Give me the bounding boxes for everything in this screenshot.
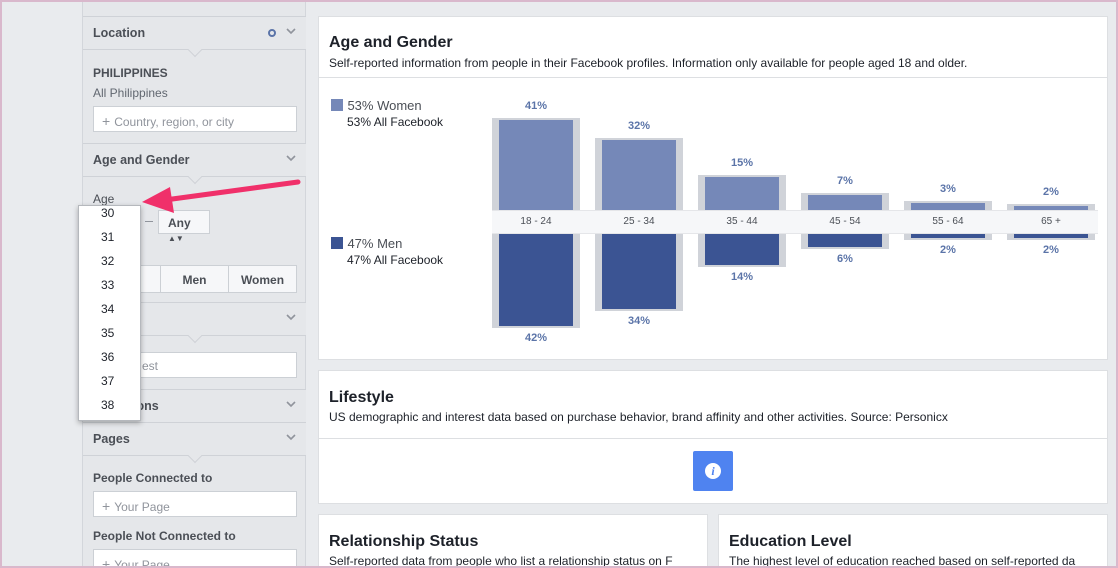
age-gender-header-label: Age and Gender (93, 153, 190, 167)
education-title: Education Level (729, 533, 852, 550)
gender-men-button[interactable]: Men (160, 265, 229, 293)
chevron-down-icon (286, 314, 296, 321)
age-option[interactable]: 34 (101, 302, 115, 316)
men-bar[interactable] (602, 234, 676, 309)
men-bar[interactable] (1014, 234, 1088, 239)
age-gender-chart: 41% 42% 18 - 24 32% 34% 25 - 34 15% 14% 35 - 44 7… (319, 17, 1107, 359)
women-pct-label: 2% (1043, 185, 1059, 198)
women-legend: 53% Women (331, 97, 422, 115)
age-option[interactable]: 37 (101, 374, 115, 388)
relationship-panel: Relationship Status Self-reported data f… (318, 514, 708, 568)
location-input[interactable]: + Country, region, or city (93, 106, 297, 132)
women-bar[interactable] (808, 194, 882, 210)
men-pct-label: 2% (940, 244, 956, 257)
women-bar[interactable] (705, 177, 779, 210)
lifestyle-panel: Lifestyle US demographic and interest da… (318, 370, 1108, 504)
women-pct-label: 41% (524, 99, 548, 112)
age-option[interactable]: 33 (101, 278, 115, 292)
relationship-title: Relationship Status (329, 533, 479, 550)
age-option[interactable]: 35 (101, 326, 115, 340)
age-option[interactable]: 31 (101, 230, 115, 244)
plus-icon: + (102, 498, 111, 514)
age-option[interactable]: 30 (101, 206, 115, 220)
location-scope: All Philippines (93, 86, 168, 100)
age-range-label: 18 - 24 (520, 216, 552, 227)
annotation-arrow (142, 179, 301, 213)
women-bar[interactable] (499, 119, 573, 210)
men-bar[interactable] (808, 234, 882, 248)
location-dot-icon (268, 29, 276, 37)
age-axis-band (492, 210, 1098, 234)
chevron-down-icon (286, 28, 296, 35)
plus-icon: + (102, 556, 111, 568)
women-swatch (331, 99, 343, 111)
people-not-connected-input[interactable]: + Your Page (93, 549, 297, 568)
age-gender-panel: Age and Gender Self-reported information… (318, 16, 1108, 360)
gender-women-button[interactable]: Women (228, 265, 297, 293)
men-pct-label: 2% (1043, 244, 1059, 257)
location-country: PHILIPPINES (93, 66, 168, 80)
age-range-label: 65 + (1041, 216, 1061, 227)
men-bar[interactable] (499, 234, 573, 327)
women-pct-label: 3% (940, 183, 956, 196)
pages-header-label: Pages (93, 432, 130, 446)
age-gender-description: Self-reported information from people in… (329, 56, 968, 70)
men-pct-label: 14% (730, 270, 754, 283)
chevron-down-icon (286, 434, 296, 441)
women-bar[interactable] (602, 139, 676, 210)
pages-section-header[interactable]: Pages (83, 422, 306, 464)
education-panel: Education Level The highest level of edu… (718, 514, 1108, 568)
age-dropdown-list: 30 31 32 33 34 35 36 37 38 (78, 205, 141, 421)
lifestyle-title: Lifestyle (329, 389, 394, 406)
men-sub: 47% All Facebook (347, 253, 444, 267)
chevron-down-icon (286, 401, 296, 408)
age-option[interactable]: 36 (101, 350, 115, 364)
panel-divider (319, 77, 1107, 78)
info-button[interactable]: i (693, 451, 733, 491)
audience-sidebar: Location PHILIPPINES All Philippines + Co… (82, 0, 306, 568)
age-range-label: 25 - 34 (623, 216, 655, 227)
age-option[interactable]: 32 (101, 254, 115, 268)
select-arrows-icon: ▲▼ (168, 234, 184, 243)
education-description: The highest level of education reached b… (729, 554, 1076, 568)
men-pct-label: 6% (837, 253, 853, 266)
age-to-select[interactable]: Any ▲▼ (158, 210, 210, 243)
people-connected-label: People Connected to (93, 471, 213, 485)
age-to-dash (145, 221, 153, 222)
men-pct-label: 34% (627, 314, 651, 327)
women-pct-label: 32% (627, 119, 651, 132)
men-pct-label: 42% (524, 332, 548, 345)
lifestyle-description: US demographic and interest data based o… (329, 410, 948, 424)
age-range-label: 35 - 44 (726, 216, 758, 227)
men-bar[interactable] (705, 234, 779, 265)
age-range-label: 55 - 64 (932, 216, 964, 227)
relationship-description: Self-reported data from people who list … (329, 554, 673, 568)
women-bar[interactable] (1014, 205, 1088, 210)
women-bar[interactable] (911, 203, 985, 210)
men-swatch (331, 237, 343, 249)
age-option[interactable]: 38 (101, 398, 115, 412)
men-legend: 47% Men (331, 235, 402, 253)
men-bar[interactable] (911, 234, 985, 239)
location-section-header[interactable]: Location (83, 16, 306, 58)
info-icon: i (705, 463, 721, 479)
age-range-label: 45 - 54 (829, 216, 861, 227)
age-label: Age (93, 192, 115, 206)
women-sub: 53% All Facebook (347, 115, 444, 129)
plus-icon: + (102, 113, 111, 129)
age-gender-section-header[interactable]: Age and Gender (83, 143, 306, 185)
panel-divider (319, 438, 1107, 439)
people-not-connected-label: People Not Connected to (93, 529, 236, 543)
age-gender-title: Age and Gender (329, 34, 453, 51)
location-header-label: Location (93, 26, 146, 40)
chevron-down-icon (286, 155, 296, 162)
people-connected-input[interactable]: + Your Page (93, 491, 297, 517)
women-pct-label: 15% (730, 157, 754, 169)
women-pct-label: 7% (837, 174, 853, 187)
